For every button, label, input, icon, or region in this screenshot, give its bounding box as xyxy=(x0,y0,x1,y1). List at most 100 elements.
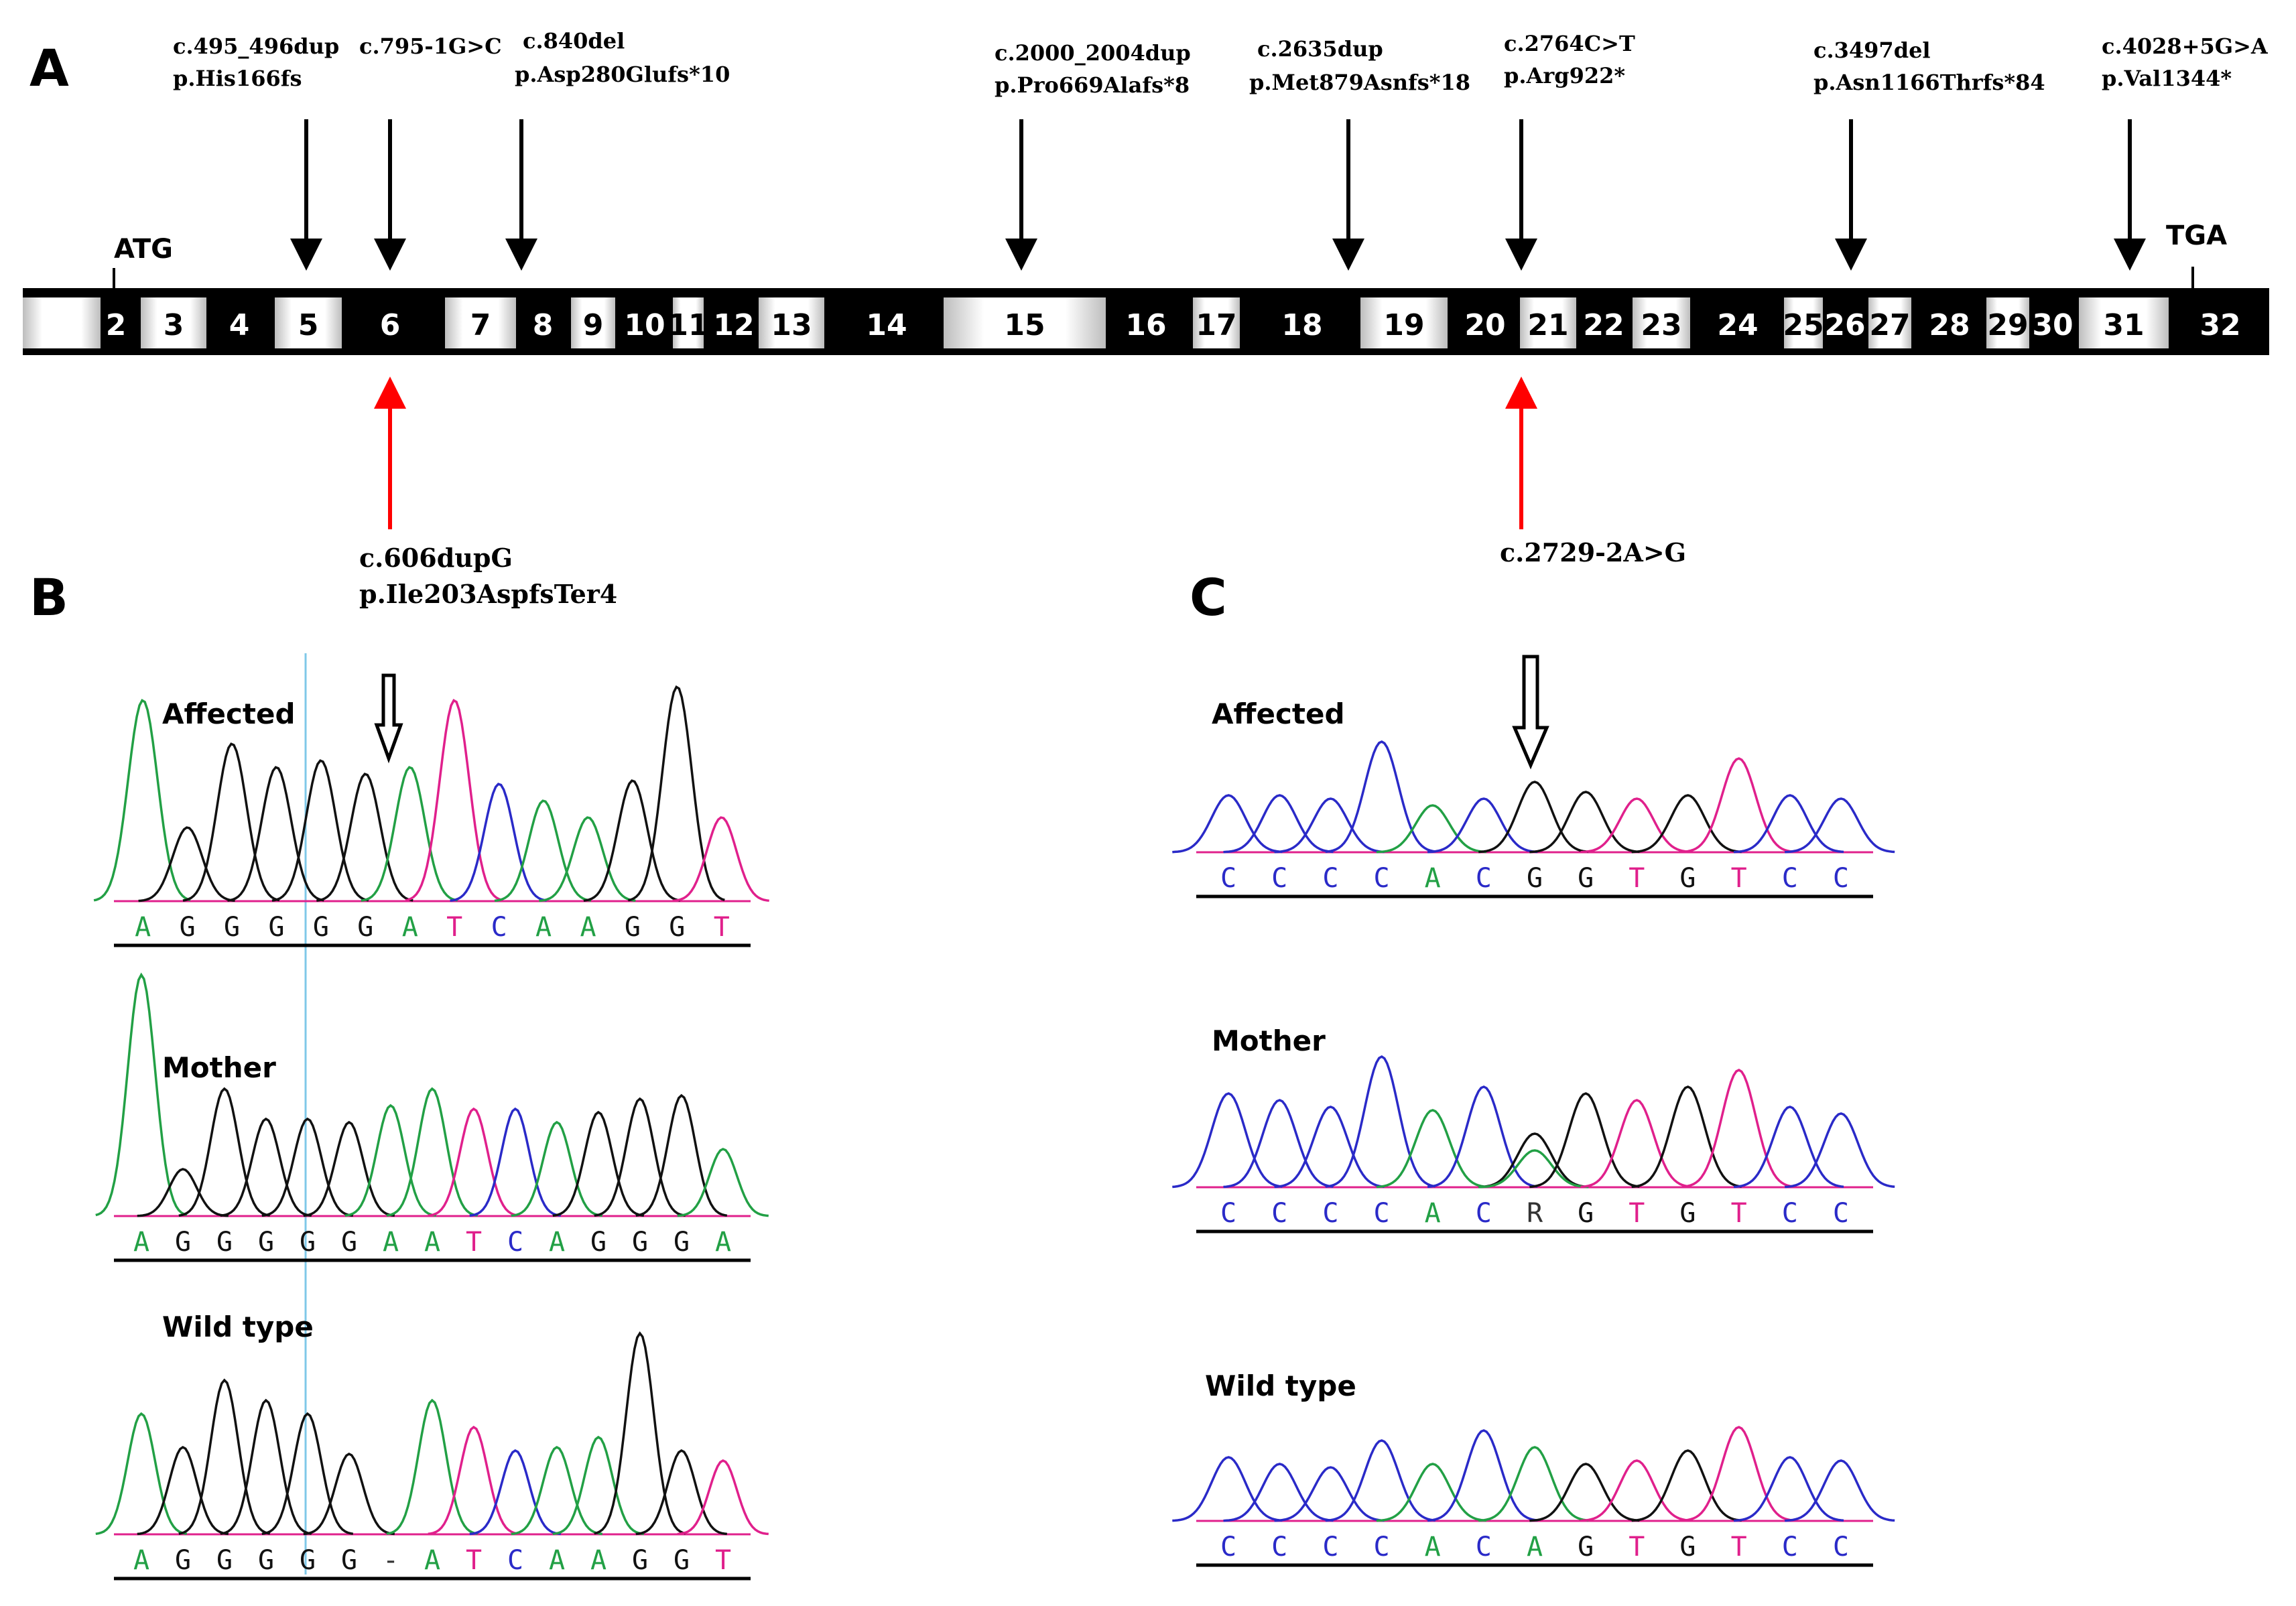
start-codon-label: ATG xyxy=(114,234,173,265)
exon-number: 2 xyxy=(106,308,127,342)
track-label: Wild type xyxy=(1205,1369,1356,1402)
trace-peak-C xyxy=(1427,1085,1538,1189)
trace-peak-G xyxy=(1631,1085,1742,1189)
trace-peak-G xyxy=(594,1331,686,1535)
exon-11: 11 xyxy=(667,297,709,348)
base-call: T xyxy=(1629,1532,1645,1562)
exon-box xyxy=(1360,297,1448,348)
trace-peak-C xyxy=(1733,1106,1844,1189)
exon-29: 29 xyxy=(1986,297,2029,348)
trace-peak-G xyxy=(303,1452,395,1536)
base-call: C xyxy=(1220,1198,1236,1229)
exon-group: 2 3 4 5 6 7 8 9 10 11 12 13 14 15 16 17 18 19 20 21 22 23 24 25… xyxy=(23,297,2241,348)
trace-peak-G xyxy=(261,1412,354,1536)
base-call: C xyxy=(1782,1532,1798,1562)
known-variant-protein: p.Arg922* xyxy=(1504,63,1625,88)
exon-number: 5 xyxy=(298,308,319,342)
exon-box xyxy=(1520,297,1576,348)
trace-peak-A xyxy=(494,799,592,902)
base-call: G xyxy=(216,1227,233,1258)
trace-peak-A xyxy=(677,1148,769,1217)
exon-number: 26 xyxy=(1824,308,1865,342)
exon-14: 14 xyxy=(866,308,907,342)
chromatogram-wild-type: Wild type C C C C A C A G T G T C C xyxy=(1172,1369,1895,1567)
exon-32: 32 xyxy=(2199,308,2240,342)
exon-27: 27 xyxy=(1868,297,1911,348)
base-call: G xyxy=(175,1545,191,1576)
exon-number: 15 xyxy=(1004,308,1045,342)
trace-peak-A xyxy=(344,1103,437,1217)
base-call: G xyxy=(669,912,685,943)
trace-peak-A xyxy=(95,972,188,1217)
base-call: A xyxy=(715,1227,731,1258)
trace-peak-G xyxy=(1529,1463,1640,1522)
novel-variant-cdna: c.2729-2A>G xyxy=(1500,537,1686,567)
exon-12: 12 xyxy=(713,308,754,342)
known-variant-protein: p.His166fs xyxy=(173,66,302,91)
base-call: G xyxy=(1679,1198,1696,1229)
exon-box xyxy=(141,297,206,348)
panel-label-a: A xyxy=(29,38,69,98)
base-call: G xyxy=(1578,1198,1594,1229)
exon-number: 6 xyxy=(380,308,401,342)
base-call: G xyxy=(180,912,196,943)
known-variant-cdna: c.495_496dup xyxy=(173,34,339,59)
exon-number: 9 xyxy=(583,308,604,342)
trace-peak-C xyxy=(1785,1459,1895,1522)
exon-number: 24 xyxy=(1717,308,1758,342)
exon-number: 14 xyxy=(866,308,907,342)
exon-9: 9 xyxy=(571,297,615,348)
exon-number: 29 xyxy=(1987,308,2028,342)
base-call: G xyxy=(258,1227,274,1258)
exon-7: 7 xyxy=(445,297,516,348)
base-call: A xyxy=(133,1227,149,1258)
trace-peak-C xyxy=(1785,1112,1895,1189)
base-call: A xyxy=(424,1545,440,1576)
base-call: G xyxy=(590,1227,607,1258)
base-call: C xyxy=(1833,1198,1849,1229)
base-call: A xyxy=(535,912,552,943)
trace-peak-T xyxy=(428,1425,520,1536)
trace-peak-C xyxy=(1325,1439,1436,1522)
trace-peak-G xyxy=(1478,781,1589,854)
known-variant-protein: p.Met879Asnfs*18 xyxy=(1249,70,1470,95)
base-call: C xyxy=(1373,863,1389,894)
base-call: C xyxy=(1782,1198,1798,1229)
trace-peak-C xyxy=(1733,794,1844,854)
trace-peak-C xyxy=(1223,794,1334,854)
known-variant-cdna: c.795-1G>C xyxy=(359,34,502,59)
base-call: G xyxy=(1578,863,1594,894)
base-call: G xyxy=(175,1227,191,1258)
trace-peak-G xyxy=(182,742,280,902)
base-call: A xyxy=(1425,1532,1441,1562)
trace-peak-C xyxy=(469,1449,562,1536)
trace-peak-C xyxy=(1325,740,1436,854)
trace-peak-C xyxy=(1172,1456,1283,1522)
exon-box xyxy=(445,297,516,348)
base-call: C xyxy=(1322,1198,1338,1229)
exon-number: 7 xyxy=(470,308,491,342)
trace-peak-G xyxy=(1529,1092,1640,1189)
known-variant-cdna: c.4028+5G>A xyxy=(2102,34,2269,59)
exon-10: 10 xyxy=(624,308,665,342)
trace-peak-A xyxy=(539,816,636,902)
known-variant-protein: p.Pro669Alafs*8 xyxy=(995,72,1190,98)
base-call: G xyxy=(300,1545,316,1576)
trace-peak-G xyxy=(552,1110,645,1217)
base-call: G xyxy=(268,912,284,943)
novel-variant-protein: p.Ile203AspfsTer4 xyxy=(359,579,617,609)
exon-number: 10 xyxy=(624,308,665,342)
base-call: C xyxy=(1476,1532,1492,1562)
base-call: G xyxy=(341,1545,357,1576)
trace-peak-A xyxy=(1478,1149,1589,1189)
base-call: A xyxy=(133,1545,149,1576)
trace-peak-C xyxy=(1223,1099,1334,1189)
trace-peak-C xyxy=(1733,1456,1844,1522)
base-call: C xyxy=(507,1227,523,1258)
exon-26: 26 xyxy=(1824,308,1865,342)
base-call: C xyxy=(1271,1532,1287,1562)
exon-number: 18 xyxy=(1281,308,1322,342)
